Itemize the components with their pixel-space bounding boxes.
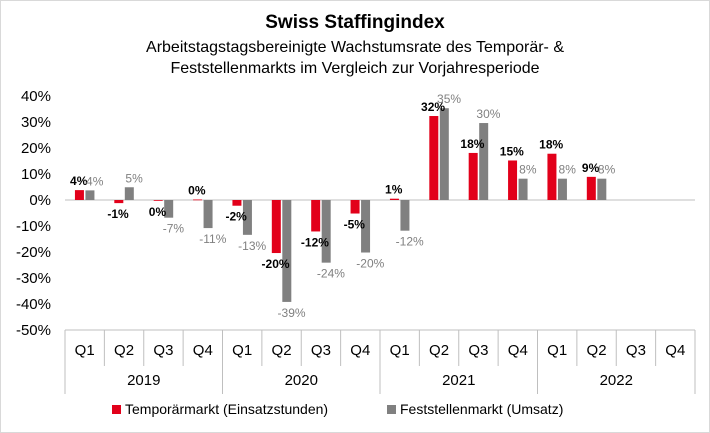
bar-temporaer [311,200,321,232]
chart-subtitle-line-1: Arbeitstagstagsbereinigte Wachstumsrate … [146,39,564,56]
y-tick-label: -20% [16,244,51,261]
bar-feststellen [361,200,371,253]
bar-temporaer [271,200,281,254]
x-tick-label: Q2 [587,342,607,359]
legend-label: Temporärmarkt (Einsatzstunden) [125,401,328,417]
data-label-temporaer: 0% [149,205,167,219]
y-tick-label: 40% [21,88,51,105]
data-label-feststellen: 30% [476,107,500,121]
bar-feststellen [479,123,489,200]
bar-temporaer [114,200,124,204]
bar-temporaer [547,153,557,200]
legend-swatch [387,405,396,414]
x-tick-label: Q4 [193,342,213,359]
bar-temporaer [193,199,203,201]
data-label-temporaer: 0% [188,183,206,197]
data-label-temporaer: -5% [344,218,366,232]
data-label-temporaer: 32% [421,100,445,114]
chart-title: Swiss Staffingindex [265,12,445,33]
data-label-feststellen: -11% [199,232,226,246]
x-tick-label: Q1 [547,342,567,359]
chart-subtitle-line-2: Feststellenmarkts im Vergleich zur Vorja… [170,60,539,77]
y-tick-label: 20% [21,140,51,157]
x-tick-label: Q2 [429,342,449,359]
y-tick-label: 30% [21,114,51,131]
y-tick-label: -40% [16,296,51,313]
x-tick-label: Q3 [468,342,488,359]
data-label-feststellen: 8% [598,163,616,177]
data-label-feststellen: 4% [86,174,104,188]
x-tick-label: Q2 [114,342,134,359]
bar-temporaer [468,152,478,200]
bar-temporaer [74,190,84,200]
data-label-feststellen: -12% [396,235,424,249]
bar-feststellen [124,187,134,200]
bar-feststellen [597,178,607,200]
data-label-temporaer: 18% [460,137,484,151]
x-tick-label: Q3 [626,342,646,359]
bar-temporaer [429,116,439,200]
x-tick-label: Q4 [508,342,528,359]
data-label-temporaer: 15% [500,144,524,158]
legend-swatch [112,405,121,414]
y-tick-label: -10% [16,218,51,235]
bar-feststellen [400,200,410,231]
bar-temporaer [350,200,360,214]
x-year-label: 2022 [600,372,633,389]
data-label-temporaer: 9% [582,161,600,175]
x-tick-label: Q3 [311,342,331,359]
x-year-label: 2019 [127,372,160,389]
bar-temporaer [508,160,518,200]
axes: Q1 Q2 Q3 Q4 Q1 Q2 Q3 Q4 Q1 Q2 Q3 Q4 Q1 Q2 Q3 Q4 2019 2020… [64,329,696,394]
bar-feststellen [557,178,567,200]
data-label-feststellen: -7% [163,222,185,236]
data-label-temporaer: -1% [107,207,129,221]
data-label-feststellen: 8% [559,163,577,177]
bar-feststellen [518,178,528,200]
bar-feststellen [439,108,449,200]
x-tick-label: Q2 [272,342,292,359]
data-label-feststellen: 8% [519,163,537,177]
bar-feststellen [321,200,331,263]
y-tick-label: 10% [21,166,51,183]
data-label-feststellen: -13% [238,239,266,253]
bars [74,108,607,302]
data-label-temporaer: 4% [70,174,88,188]
legend: Temporärmarkt (Einsatzstunden) Feststelle… [112,401,563,417]
bar-feststellen [164,200,174,218]
x-tick-label: Q1 [390,342,410,359]
bar-feststellen [203,200,213,229]
data-label-temporaer: -2% [226,210,248,224]
data-label-feststellen: -20% [356,257,384,271]
bar-temporaer [232,200,242,206]
x-tick-label: Q4 [665,342,685,359]
data-label-temporaer: 1% [385,183,403,197]
x-year-label: 2020 [285,372,318,389]
data-label-feststellen: -39% [278,306,306,320]
y-tick-label: -50% [16,322,51,339]
bar-temporaer [389,198,399,200]
x-tick-label: Q1 [232,342,252,359]
x-tick-label: Q4 [350,342,370,359]
y-tick-label: 0% [29,192,51,209]
bar-feststellen [242,200,252,235]
x-year-label: 2021 [442,372,475,389]
bar-feststellen [85,190,95,200]
data-label-temporaer: -20% [262,257,290,271]
data-label-feststellen: 35% [437,92,461,106]
data-label-temporaer: 18% [539,138,563,152]
data-labels: 4% -1% 0% 0% -2% -20% -12% -5% 1% 32% 18% 15% 18% 9% 4… [70,92,616,320]
y-tick-label: -30% [16,270,51,287]
x-tick-label: Q1 [75,342,95,359]
legend-label: Feststellenmarkt (Umsatz) [400,401,563,417]
data-label-feststellen: -24% [317,267,345,281]
data-label-feststellen: 5% [125,171,143,185]
bar-temporaer [153,200,163,201]
bar-feststellen [282,200,292,302]
x-tick-label: Q3 [153,342,173,359]
bar-temporaer [586,176,596,200]
data-label-temporaer: -12% [301,235,329,249]
